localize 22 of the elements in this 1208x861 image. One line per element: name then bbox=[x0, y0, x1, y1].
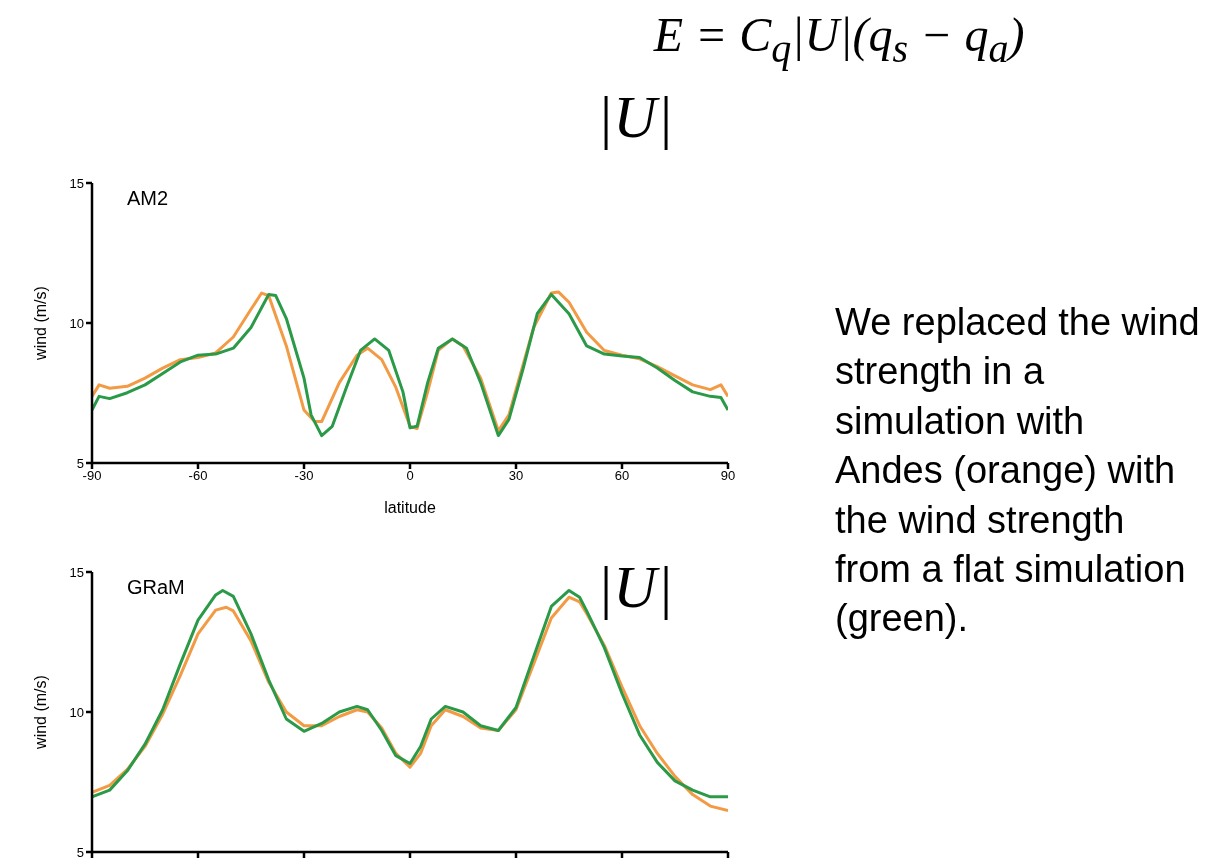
x-tick-label: -30 bbox=[294, 468, 314, 484]
x-tick-label: 90 bbox=[720, 468, 736, 484]
y-axis-title: wind (m/s) bbox=[31, 675, 49, 750]
y-axis-title: wind (m/s) bbox=[31, 286, 49, 361]
x-tick-label: -60 bbox=[188, 468, 208, 484]
chart-title: AM2 bbox=[127, 187, 169, 210]
text: We replaced the wind strength in a simulation with Andes (orange) with the wind strength from a flat simulation (green). bbox=[835, 300, 1200, 642]
y-tick-label: 10 bbox=[69, 704, 84, 720]
y-tick-label: 5 bbox=[76, 844, 84, 860]
y-tick-label: 10 bbox=[69, 315, 84, 331]
text: |U| bbox=[595, 83, 675, 152]
x-axis-title: latitude bbox=[384, 499, 436, 516]
annotation: |U| bbox=[595, 553, 675, 622]
y-tick-label: 5 bbox=[76, 455, 84, 471]
y-tick-label: 15 bbox=[69, 564, 84, 580]
x-tick-label: -90 bbox=[82, 468, 102, 484]
x-tick-label: 60 bbox=[614, 468, 630, 484]
x-tick-label: 0 bbox=[406, 468, 414, 484]
text: E = C$_{q}$|U|(q$_{s}$ − q$_{a}$) bbox=[652, 7, 1026, 73]
chart-title: GRaM bbox=[127, 576, 185, 599]
y-tick-label: 15 bbox=[69, 175, 84, 191]
x-tick-label: 30 bbox=[508, 468, 524, 484]
